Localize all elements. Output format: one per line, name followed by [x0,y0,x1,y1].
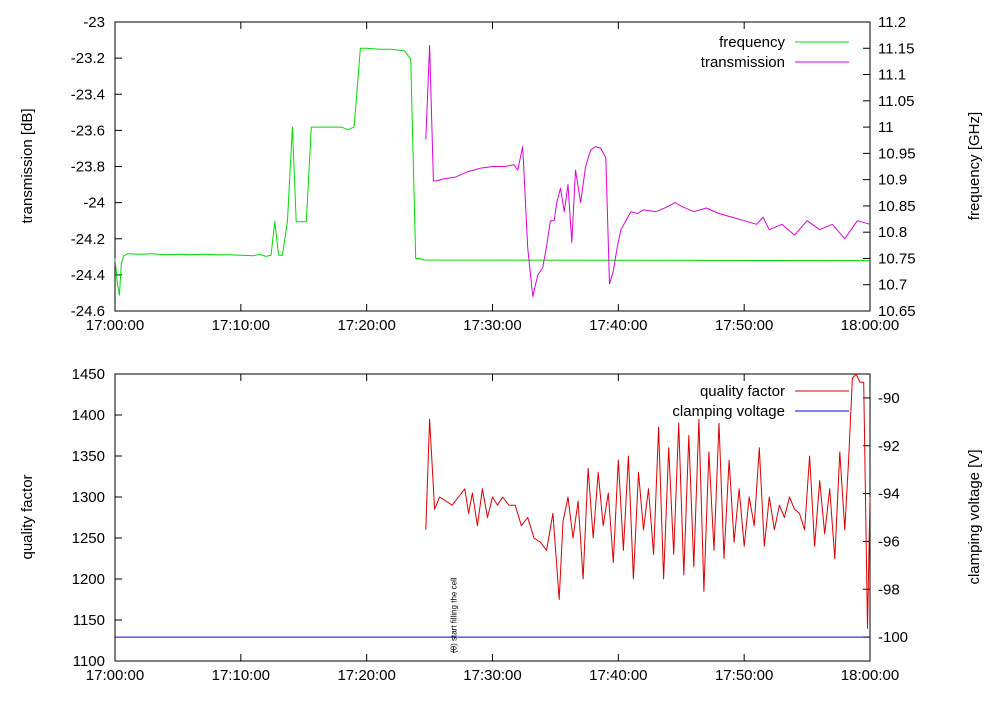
top-y-right-tick-label: 11.15 [878,40,914,57]
top-y-right-tick-label: 10.95 [878,145,916,162]
top-x-tick-label: 18:00:00 [841,317,899,334]
bottom-x-tick-label: 17:50:00 [715,667,773,684]
top-y-left-tick-label: -23.6 [71,122,105,139]
bottom-y-right-tick-label: -100 [878,629,908,646]
top-y-left-tick-label: -23 [83,14,105,31]
bottom-series-quality-factor-line [425,373,871,629]
top-y-left-tick-label: -24 [83,195,105,212]
top-y-right-tick-label: 11.2 [878,14,906,31]
top-y-left-tick-label: -23.8 [71,159,105,176]
top-y-left-tick-label: -23.2 [71,50,105,67]
top-y-right-tick-label: 10.9 [878,172,907,189]
bottom-y-right-tick-label: -90 [878,390,900,407]
bottom-legend-clamping-voltage-label: clamping voltage [672,403,785,420]
top-y-left-tick-label: -23.4 [71,86,105,103]
bottom-y-left-tick-label: 1200 [72,571,105,588]
bottom-x-tick-label: 17:30:00 [463,667,521,684]
bottom-y-right-axis-title: clamping voltage [V] [966,449,983,584]
bottom-y-left-tick-label: 1350 [72,448,105,465]
top-legend-transmission-label: transmission [701,54,785,71]
top-x-tick-label: 17:20:00 [337,317,395,334]
bottom-y-right-tick-label: -96 [878,533,900,550]
bottom-y-left-tick-label: 1300 [72,489,105,506]
bottom-y-left-tick-label: 1250 [72,530,105,547]
bottom-y-left-tick-label: 1100 [73,653,105,670]
top-y-right-axis-title: frequency [GHz] [966,112,983,220]
top-y-right-tick-label: 11 [878,119,894,136]
bottom-y-right-tick-label: -98 [878,581,900,598]
top-y-left-tick-label: -24.6 [71,303,105,320]
bottom-y-right-tick-label: -92 [878,438,900,455]
top-y-right-tick-label: 10.85 [878,198,916,215]
bottom-x-tick-label: 17:10:00 [212,667,270,684]
top-x-tick-label: 17:10:00 [212,317,270,334]
top-x-tick-label: 17:50:00 [715,317,773,334]
bottom-legend-quality-factor-label: quality factor [700,383,785,400]
bottom-y-right-tick-label: -94 [878,486,900,503]
top-y-left-tick-label: -24.4 [71,267,105,284]
top-x-tick-label: 17:40:00 [589,317,647,334]
bottom-x-tick-label: 17:00:00 [86,667,144,684]
top-series-frequency-line [114,47,871,296]
top-x-tick-label: 17:00:00 [86,317,144,334]
top-series-transmission-line [425,45,871,297]
top-y-right-tick-label: 11.1 [878,67,906,84]
bottom-annotation-label: (0) start filling the cell [449,577,458,653]
bottom-y-left-tick-label: 1400 [72,407,105,424]
top-legend-frequency-label: frequency [719,34,785,51]
top-y-right-tick-label: 11.05 [878,93,914,110]
bottom-y-left-tick-label: 1450 [72,366,105,383]
bottom-x-tick-label: 17:40:00 [589,667,647,684]
bottom-y-left-axis-title: quality factor [19,474,36,559]
top-y-right-tick-label: 10.7 [878,277,907,294]
top-x-tick-label: 17:30:00 [463,317,521,334]
top-y-left-tick-label: -24.2 [71,231,105,248]
bottom-x-tick-label: 18:00:00 [841,667,899,684]
bottom-x-tick-label: 17:20:00 [337,667,395,684]
top-y-right-tick-label: 10.65 [878,303,916,320]
top-y-right-tick-label: 10.8 [878,224,907,241]
top-y-right-tick-label: 10.75 [878,250,916,267]
top-y-left-axis-title: transmission [dB] [19,108,36,223]
bottom-y-left-tick-label: 1150 [73,612,105,629]
